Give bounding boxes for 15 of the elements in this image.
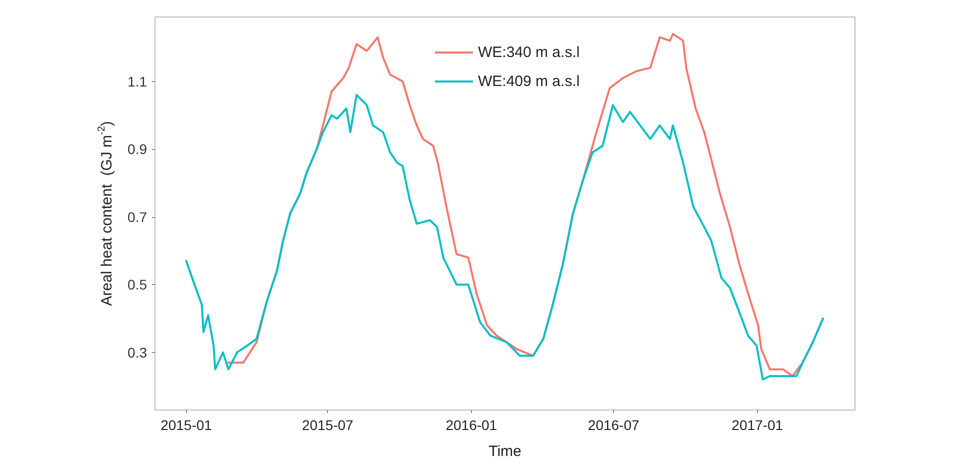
y-tick-label: 1.1 (128, 73, 148, 90)
legend-label: WE:340 m a.s.l (478, 44, 580, 61)
x-tick-label: 2016-01 (446, 417, 498, 433)
y-tick-label: 0.7 (128, 208, 148, 225)
legend-label: WE:409 m a.s.l (478, 73, 580, 90)
y-tick-label: 0.9 (128, 141, 148, 158)
line-series (185, 94, 824, 381)
x-axis-title: Time (488, 443, 522, 460)
y-tick-label: 0.5 (128, 276, 148, 293)
y-tick-label: 0.3 (128, 344, 148, 360)
x-tick-label: 2015-01 (160, 417, 212, 433)
y-axis-title: Areal heat content (GJ m-2) (96, 121, 116, 306)
x-tick-label: 2016-07 (588, 417, 640, 433)
x-tick-label: 2015-07 (302, 417, 354, 433)
x-tick-label: 2017-01 (732, 417, 784, 433)
